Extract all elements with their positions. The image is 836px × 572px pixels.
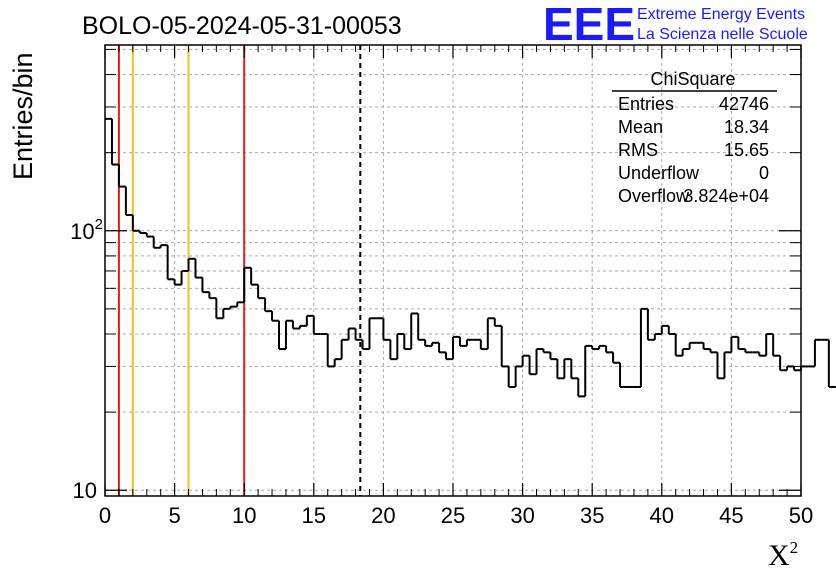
x-axis-label-superscript: 2 [790, 538, 799, 557]
stats-label-overflow: Overflow [618, 186, 690, 206]
x-tick-label: 10 [232, 503, 256, 528]
x-tick-label: 15 [302, 503, 326, 528]
x-tick-label: 25 [441, 503, 465, 528]
eee-logo-mark: EEE [543, 0, 635, 50]
x-tick-label: 40 [650, 503, 674, 528]
eee-logo: EEE Extreme Energy Events La Scienza nel… [543, 0, 808, 50]
x-tick-label: 0 [99, 503, 111, 528]
y-tick-label: 10 [73, 478, 97, 503]
chart-title: BOLO-05-2024-05-31-00053 [82, 12, 402, 40]
stats-label-mean: Mean [618, 117, 663, 137]
stats-value-underflow: 0 [759, 163, 769, 183]
stats-title: ChiSquare [650, 69, 735, 89]
axis-ticks [104, 45, 802, 496]
histogram [105, 117, 836, 398]
x-tick-label: 5 [168, 503, 180, 528]
x-axis-label: X2 [768, 538, 798, 572]
stats-value-mean: 18.34 [724, 117, 769, 137]
stats-value-entries: 42746 [719, 94, 769, 114]
x-tick-label: 20 [371, 503, 395, 528]
stats-value-rms: 15.65 [724, 140, 769, 160]
x-tick-label: 45 [719, 503, 743, 528]
x-tick-label: 50 [789, 503, 813, 528]
y-tick-label: 102 [70, 216, 103, 244]
stats-box: ChiSquare Entries 42746 Mean 18.34 RMS 1… [612, 69, 777, 206]
logo-line-1: Extreme Energy Events [637, 6, 805, 23]
stats-label-rms: RMS [618, 140, 658, 160]
logo-line-2: La Scienza nelle Scuole [637, 26, 808, 43]
stats-label-underflow: Underflow [618, 163, 700, 183]
x-tick-label: 30 [510, 503, 534, 528]
grid [105, 45, 801, 496]
y-axis-label: Entries/bin [8, 52, 38, 180]
stats-value-overflow: 3.824e+04 [683, 186, 769, 206]
stats-label-entries: Entries [618, 94, 674, 114]
x-axis-label-base: X [768, 539, 790, 572]
x-tick-label: 35 [580, 503, 604, 528]
